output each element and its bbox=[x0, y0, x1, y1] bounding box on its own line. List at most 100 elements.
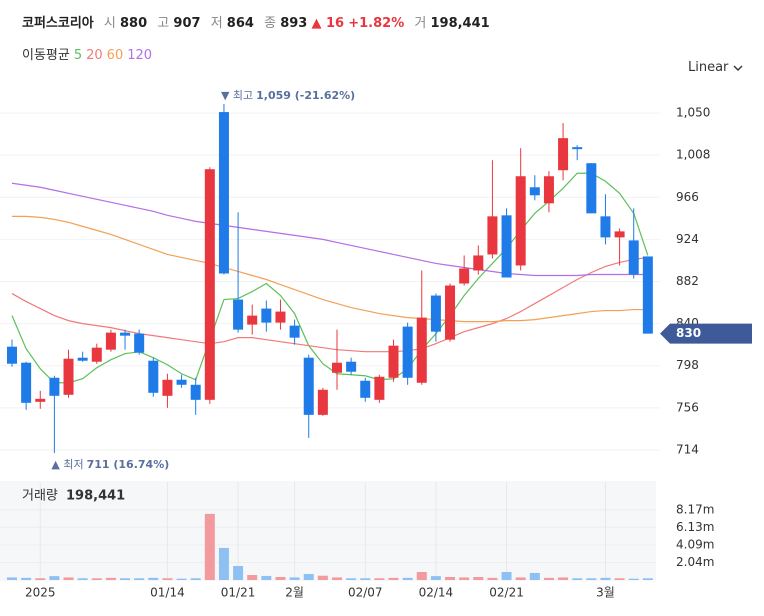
value: 864 bbox=[226, 16, 254, 31]
volume-bar bbox=[515, 577, 526, 580]
candle-body bbox=[134, 333, 145, 353]
y-tick-label: 4.09m bbox=[676, 537, 714, 551]
candle-body bbox=[501, 215, 512, 278]
candle-body bbox=[586, 163, 597, 214]
volume-bar bbox=[91, 578, 102, 580]
volume-bar bbox=[430, 576, 441, 580]
annotation-text: ▼ 최고 bbox=[221, 89, 253, 102]
volume-bar bbox=[190, 578, 201, 580]
candle-body bbox=[275, 311, 286, 323]
volume-bar bbox=[21, 577, 32, 580]
x-tick-label: 02/07 bbox=[348, 586, 383, 600]
volume-bar bbox=[642, 578, 653, 580]
candle-body bbox=[120, 332, 131, 336]
ma-line bbox=[11, 182, 648, 277]
volume-bar bbox=[600, 577, 611, 580]
chevron bbox=[733, 65, 743, 71]
candle-body bbox=[445, 285, 456, 340]
candle-body bbox=[233, 299, 244, 330]
volume-bar bbox=[35, 578, 46, 580]
volume-bar bbox=[204, 513, 215, 580]
x-tick-label: 02/14 bbox=[419, 586, 454, 600]
ma-legend: 이동평균 5 20 60 120 bbox=[22, 44, 156, 63]
volume-bar bbox=[303, 573, 314, 580]
volume-bar bbox=[374, 578, 385, 580]
volume-title: 거래량 bbox=[22, 489, 58, 504]
candle-body bbox=[162, 379, 173, 396]
label: 거 bbox=[414, 16, 427, 31]
scale-select[interactable]: Linear bbox=[688, 60, 743, 75]
candle-body bbox=[105, 332, 116, 350]
annotation-text: ▲ 최저 bbox=[51, 458, 83, 471]
ma-line bbox=[11, 256, 648, 353]
y-tick-label: 882 bbox=[676, 274, 699, 288]
label: 종 bbox=[264, 16, 277, 31]
legend-entry: 5 bbox=[73, 48, 83, 63]
change: ▲ 16 bbox=[311, 16, 345, 31]
value: 880 bbox=[120, 16, 148, 31]
candle-body bbox=[360, 380, 371, 398]
volume-bar bbox=[317, 575, 328, 580]
candle-body bbox=[529, 187, 540, 196]
legend-entry: 120 bbox=[127, 48, 153, 63]
candle-body bbox=[63, 358, 74, 395]
volume-bar bbox=[176, 578, 187, 580]
stock-name: 코퍼스코리아 bbox=[22, 16, 94, 31]
ma-line bbox=[12, 215, 648, 323]
volume-bar bbox=[63, 577, 74, 580]
value: 907 bbox=[173, 16, 201, 31]
volume-bar bbox=[388, 577, 399, 580]
y-tick-label: 756 bbox=[676, 400, 699, 414]
y-tick-label: 6.13m bbox=[676, 520, 714, 534]
x-tick-label: 01/14 bbox=[150, 586, 185, 600]
annotation-label: 711 (16.74%) bbox=[87, 458, 170, 471]
volume-bar bbox=[529, 572, 540, 580]
candle-body bbox=[190, 384, 201, 400]
volume-panel bbox=[0, 481, 656, 581]
volume-bar bbox=[162, 578, 173, 580]
price-tag bbox=[660, 323, 752, 344]
volume-bar bbox=[49, 576, 60, 580]
y-tick-label: 966 bbox=[676, 190, 699, 204]
volume-bar bbox=[233, 565, 244, 580]
candle-body bbox=[416, 317, 427, 383]
header: 코퍼스코리아 시 880 고 907 저 864 종 893 ▲ 16 +1.8… bbox=[22, 12, 490, 31]
x-tick-label: 02/21 bbox=[489, 586, 524, 600]
ma-label: 이동평균 bbox=[22, 48, 70, 63]
volume-bar bbox=[572, 578, 583, 580]
y-tick-label: 798 bbox=[676, 358, 699, 372]
volume-bar bbox=[275, 576, 286, 580]
volume-bar bbox=[445, 576, 456, 580]
y-tick-label: 1,050 bbox=[676, 106, 710, 120]
y-tick-label: 924 bbox=[676, 232, 699, 246]
annotation-label: 1,059 (-21.62%) bbox=[256, 89, 355, 102]
x-tick-label: 01/21 bbox=[221, 586, 256, 600]
label: 고 bbox=[157, 16, 170, 31]
volume-total: 198,441 bbox=[66, 489, 125, 504]
volume-bar bbox=[614, 578, 625, 580]
volume-bar bbox=[586, 578, 597, 580]
candle-body bbox=[459, 268, 470, 284]
y-tick-label: 1,008 bbox=[676, 148, 710, 162]
candle-body bbox=[543, 176, 554, 204]
candle-body bbox=[558, 138, 569, 171]
candle-body bbox=[331, 362, 342, 373]
candle-body bbox=[91, 347, 102, 362]
candle-body bbox=[628, 240, 639, 275]
candle-body bbox=[7, 346, 17, 364]
volume-bar bbox=[77, 578, 88, 580]
volume-bar bbox=[134, 578, 145, 580]
y-tick-label: 8.17m bbox=[676, 502, 714, 516]
scale-label: Linear bbox=[688, 60, 729, 75]
volume-bar bbox=[218, 547, 229, 580]
value: 198,441 bbox=[430, 16, 490, 31]
candle-body bbox=[600, 216, 611, 238]
volume-bar bbox=[346, 578, 357, 580]
candle-body bbox=[35, 398, 46, 402]
candle-body bbox=[515, 176, 526, 266]
label: 시 bbox=[103, 16, 116, 31]
candle-body bbox=[374, 376, 385, 400]
volume-bar bbox=[331, 577, 342, 580]
